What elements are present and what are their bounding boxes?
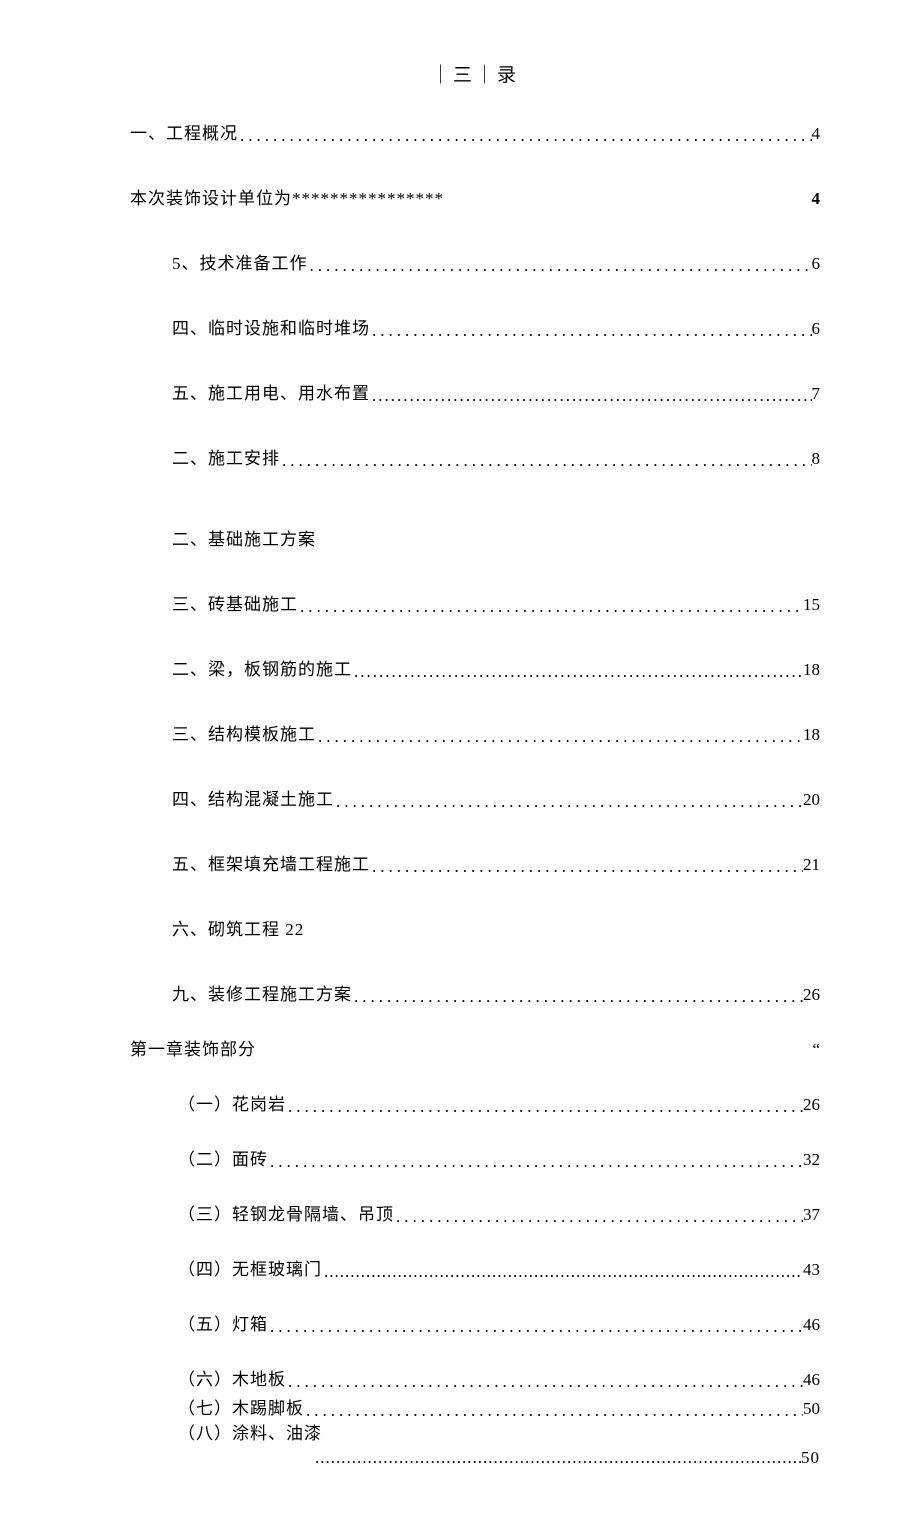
toc-leader: ........................................… [286, 1372, 803, 1390]
toc-leader: ........................................… [308, 256, 812, 274]
toc-label: 二、梁，板钢筋的施工 [172, 655, 352, 680]
toc-label: （四）无框玻璃门 [178, 1255, 322, 1280]
toc-leader: ........................................… [370, 857, 803, 875]
toc-page: 37 [803, 1205, 820, 1225]
toc-entry: （六）木地板 .................................… [130, 1365, 820, 1390]
toc-page: 26 [803, 1095, 820, 1115]
toc-label: （三）轻钢龙骨隔墙、吊顶 [178, 1200, 394, 1225]
toc-entry: 一、工程概况 .................................… [130, 119, 820, 144]
toc-page: 18 [803, 725, 820, 745]
toc-entry: （七）木踢脚板 ................................… [130, 1394, 820, 1419]
toc-leader: ........................................… [316, 727, 803, 745]
toc-leader: ........................................… [334, 792, 803, 810]
toc-leader: ........................................… [370, 386, 812, 404]
toc-page: “ [812, 1040, 820, 1060]
toc-leader: ........................................… [238, 126, 812, 144]
toc-leader: ........................................… [394, 1207, 803, 1225]
toc-label: 5、技术准备工作 [172, 249, 308, 274]
toc-entry: 九、装修工程施工方案 .............................… [130, 980, 820, 1005]
toc-label: 第一章装饰部分 [130, 1035, 256, 1060]
toc-entry: 四、结构混凝土施工 ..............................… [130, 785, 820, 810]
toc-leader: ........................................… [280, 451, 812, 469]
toc-page: 18 [803, 660, 820, 680]
toc-label: （一）花岗岩 [178, 1090, 286, 1115]
page-title: ｜三｜录 [130, 60, 820, 87]
toc-label: 五、施工用电、用水布置 [172, 379, 370, 404]
toc-label: （八）涂料、油漆 [178, 1419, 322, 1444]
toc-label: （六）木地板 [178, 1365, 286, 1390]
toc-entry: 五、框架填充墙工程施工 ............................… [130, 850, 820, 875]
toc-trailing-leader: ........................................… [130, 1448, 820, 1468]
toc-page: 6 [812, 319, 821, 339]
toc-page: 6 [812, 254, 821, 274]
toc-page: 4 [812, 124, 821, 144]
toc-entry: （八）涂料、油漆 [130, 1419, 820, 1444]
toc-entry: 第一章装饰部分 . “ [130, 1035, 820, 1060]
toc-label: 本次装饰设计单位为**************** [130, 184, 444, 209]
toc-page: 21 [803, 855, 820, 875]
toc-label: 三、结构模板施工 [172, 720, 316, 745]
toc-entry: 三、结构模板施工 ...............................… [130, 720, 820, 745]
toc-leader: ........................................… [352, 987, 803, 1005]
toc-entry: 二、基础施工方案 [130, 525, 820, 550]
toc-page: 20 [803, 790, 820, 810]
toc-label: （五）灯箱 [178, 1310, 268, 1335]
toc-leader: ........................................… [268, 1317, 803, 1335]
toc-page: 32 [803, 1150, 820, 1170]
toc-leader: ........................................… [298, 597, 803, 615]
toc-page: 50 [801, 1448, 820, 1468]
toc-leader: ........................................… [286, 1097, 803, 1115]
toc-page: 7 [812, 384, 821, 404]
toc-label: 四、临时设施和临时堆场 [172, 314, 370, 339]
toc-entry: 本次装饰设计单位为**************** . 4 [130, 184, 820, 209]
toc-page: 26 [803, 985, 820, 1005]
toc-label: （七）木踢脚板 [178, 1394, 304, 1419]
toc-page: 8 [812, 449, 821, 469]
toc-label: 六、砌筑工程 22 [172, 915, 304, 940]
toc-label: 四、结构混凝土施工 [172, 785, 334, 810]
toc-label: 三、砖基础施工 [172, 590, 298, 615]
toc-entry: （四）无框玻璃门 ...............................… [130, 1255, 820, 1280]
toc-entry: （五）灯箱 ..................................… [130, 1310, 820, 1335]
toc-label: 九、装修工程施工方案 [172, 980, 352, 1005]
toc-label: 一、工程概况 [130, 119, 238, 144]
toc-entry: 二、梁，板钢筋的施工 .............................… [130, 655, 820, 680]
toc-leader: ........................................… [352, 662, 803, 680]
toc-page: 46 [803, 1315, 820, 1335]
toc-page: 43 [803, 1260, 820, 1280]
toc-leader: ........................................… [370, 321, 812, 339]
toc-entry: （三）轻钢龙骨隔墙、吊顶 ...........................… [130, 1200, 820, 1225]
toc-page: 4 [812, 189, 821, 209]
toc-entry: 五、施工用电、用水布置 ............................… [130, 379, 820, 404]
toc-page: 46 [803, 1370, 820, 1390]
toc-entry: 三、砖基础施工 ................................… [130, 590, 820, 615]
toc-entry: （一）花岗岩 .................................… [130, 1090, 820, 1115]
toc-entry: 四、临时设施和临时堆场 ............................… [130, 314, 820, 339]
toc-entry: （二）面砖 ..................................… [130, 1145, 820, 1170]
toc-label: 五、框架填充墙工程施工 [172, 850, 370, 875]
toc-page: 50 [803, 1399, 820, 1419]
toc-entry: 5、技术准备工作 ...............................… [130, 249, 820, 274]
toc-page: 15 [803, 595, 820, 615]
toc-leader: ........................................… [268, 1152, 803, 1170]
toc-leader: ........................................… [304, 1401, 803, 1419]
toc-label: 二、基础施工方案 [172, 525, 316, 550]
toc-entry: 六、砌筑工程 22 [130, 915, 820, 940]
toc-label: （二）面砖 [178, 1145, 268, 1170]
toc-label: 二、施工安排 [172, 444, 280, 469]
toc-entry: 二、施工安排 .................................… [130, 444, 820, 469]
toc-leader: ........................................… [322, 1262, 803, 1280]
